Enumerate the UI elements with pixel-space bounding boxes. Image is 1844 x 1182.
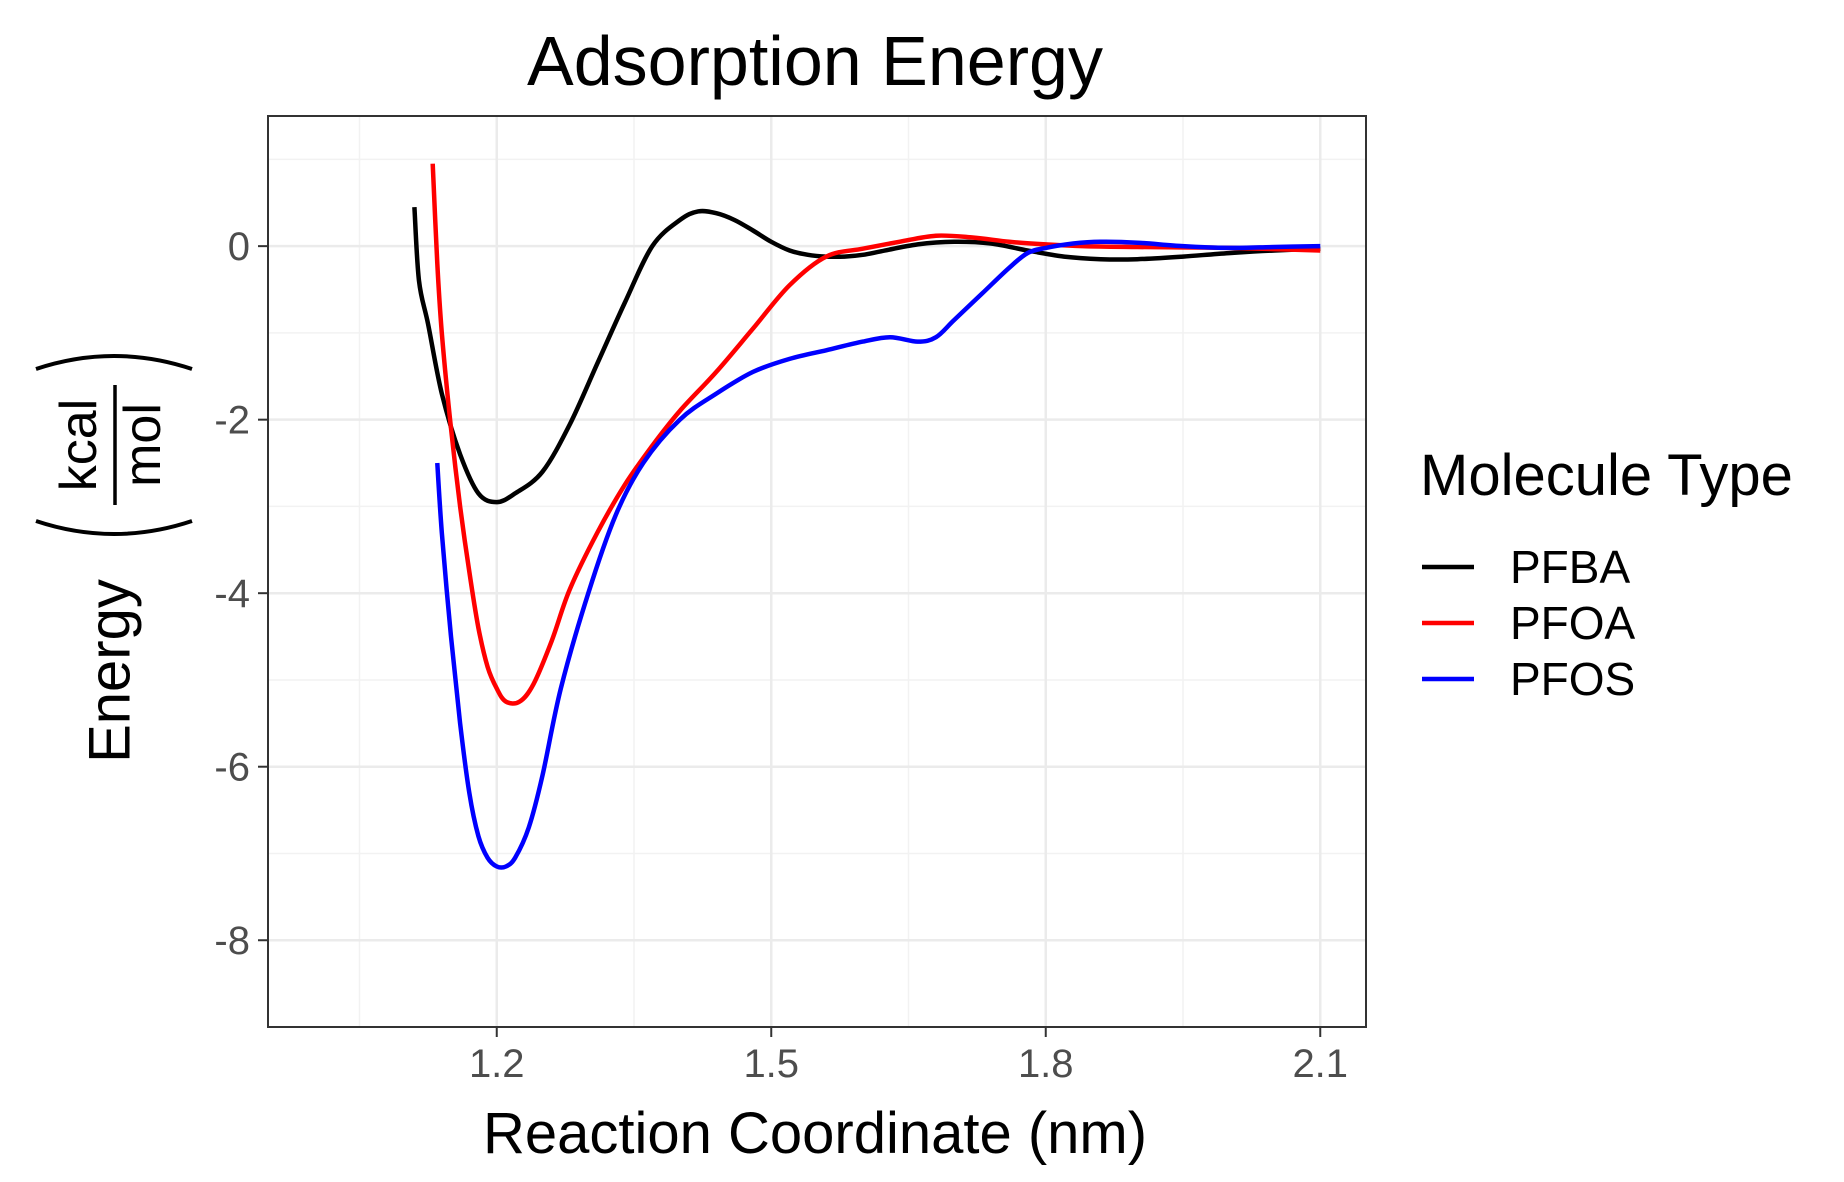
series-lines	[412, 163, 1321, 870]
y-axis-title-right-paren	[35, 354, 193, 371]
series-line-pfba	[412, 206, 1321, 505]
y-tick-label: -2	[214, 399, 250, 443]
y-axis-title: Energy kcal mol	[35, 354, 193, 763]
x-tick-label: 1.8	[1018, 1042, 1074, 1086]
plot-background	[268, 116, 1366, 1027]
y-axis-title-denominator: mol	[114, 403, 172, 487]
y-tick-label: -8	[214, 919, 250, 963]
x-tick-label: 1.5	[743, 1042, 799, 1086]
y-axis: -8 -6 -4 -2 0	[214, 225, 268, 963]
y-tick-label: -4	[214, 572, 250, 616]
grid-minor	[268, 116, 1366, 1027]
series-line-pfos	[435, 239, 1321, 870]
chart-title: Adsorption Energy	[527, 22, 1103, 100]
plot-panel	[267, 115, 1367, 1028]
y-axis-title-numerator: kcal	[50, 399, 108, 491]
legend-label-pfoa: PFOA	[1510, 597, 1636, 649]
x-tick-label: 2.1	[1292, 1042, 1348, 1086]
legend-label-pfba: PFBA	[1510, 541, 1630, 593]
x-axis-title: Reaction Coordinate (nm)	[483, 1101, 1147, 1166]
grid-major	[268, 116, 1366, 1027]
series-line-pfoa	[430, 163, 1321, 706]
plot-border	[267, 115, 1367, 1028]
x-axis: 1.2 1.5 1.8 2.1	[469, 1027, 1348, 1086]
y-tick-label: 0	[228, 225, 250, 269]
y-axis-title-left-paren	[35, 519, 193, 536]
y-tick-label: -6	[214, 746, 250, 790]
x-tick-label: 1.2	[469, 1042, 525, 1086]
legend-title: Molecule Type	[1420, 443, 1793, 508]
y-axis-title-prefix: Energy	[77, 579, 142, 763]
legend-label-pfos: PFOS	[1510, 653, 1635, 705]
